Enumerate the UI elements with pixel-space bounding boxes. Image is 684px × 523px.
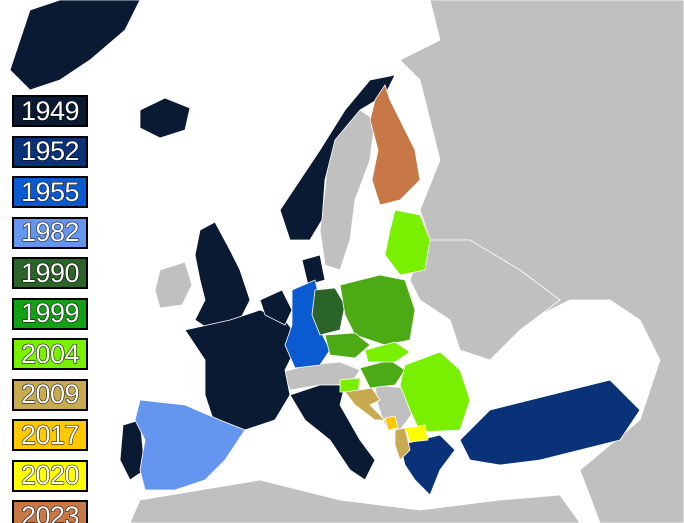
country-croatia-albania: [344, 387, 411, 461]
country-slovakia: [364, 341, 411, 363]
country-iceland: [139, 97, 191, 139]
legend-1990: 1990: [12, 257, 88, 289]
legend: 1949 1952 1955 1982 1990 1999 2004 2009 …: [12, 95, 88, 523]
legend-1952: 1952: [12, 135, 88, 168]
legend-1982: 1982: [12, 216, 88, 249]
country-poland: [339, 274, 416, 346]
country-romania-bulgaria: [399, 351, 471, 433]
legend-2009: 2009: [12, 378, 88, 411]
country-hungary: [359, 359, 406, 389]
country-czechia: [324, 332, 371, 359]
country-norway: [279, 74, 396, 241]
legend-2004: 2004: [12, 338, 88, 370]
country-east-germany: [311, 287, 346, 336]
country-denmark: [301, 254, 326, 286]
legend-2020: 2020: [12, 459, 88, 492]
land-sweden: [319, 109, 376, 271]
country-finland: [369, 84, 421, 206]
land-africa: [129, 479, 581, 523]
country-north-macedonia: [404, 424, 429, 443]
legend-1999: 1999: [12, 297, 88, 330]
country-spain: [134, 399, 246, 491]
country-uk: [194, 221, 251, 331]
country-greenland-iceland: [9, 0, 141, 91]
land-belarus-ukraine: [409, 239, 561, 361]
legend-2017: 2017: [12, 419, 88, 451]
land-ireland: [154, 261, 193, 309]
legend-2023: 2023: [12, 500, 88, 523]
country-turkey: [459, 379, 641, 466]
legend-1949: 1949: [12, 95, 88, 127]
country-montenegro: [384, 415, 399, 431]
country-greece: [399, 434, 456, 496]
legend-1955: 1955: [12, 176, 88, 208]
country-baltics: [384, 209, 431, 276]
country-italy: [289, 384, 376, 481]
country-benelux: [259, 289, 293, 326]
